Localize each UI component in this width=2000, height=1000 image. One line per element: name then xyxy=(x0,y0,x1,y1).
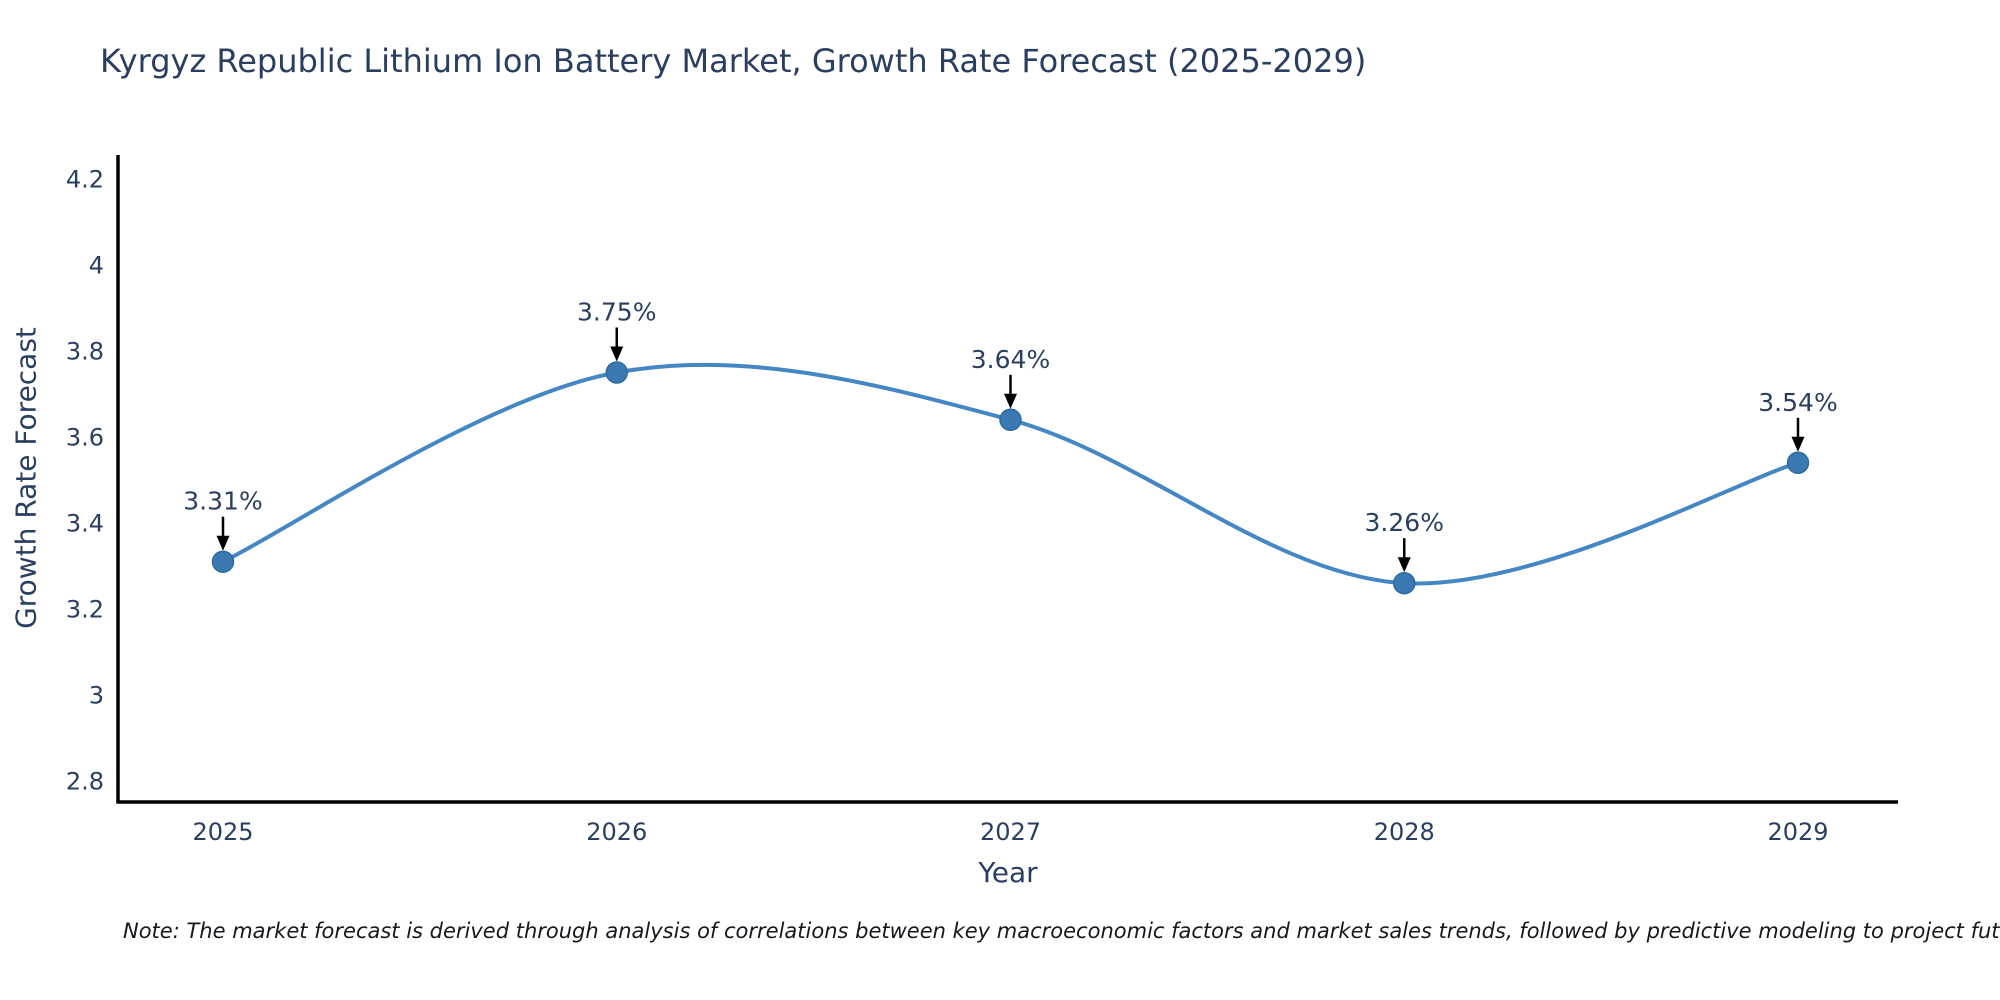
annotation-arrowhead xyxy=(1397,557,1411,573)
annotation-arrowhead xyxy=(1791,436,1805,452)
y-tick-label: 3 xyxy=(89,682,104,710)
axis-lines xyxy=(116,155,1898,804)
point-value-label: 3.54% xyxy=(1758,388,1837,417)
annotation-arrowhead xyxy=(1004,393,1017,409)
y-tick-label: 3.4 xyxy=(66,510,104,538)
y-tick-label: 2.8 xyxy=(66,768,104,796)
point-value-label: 3.75% xyxy=(577,298,656,327)
x-tick-label: 2028 xyxy=(1374,818,1435,846)
x-tick-label: 2026 xyxy=(586,818,647,846)
x-axis-title: Year xyxy=(978,856,1038,889)
data-point-2029[interactable] xyxy=(1786,451,1810,475)
y-tick-label: 4 xyxy=(89,252,104,280)
data-point-2026[interactable] xyxy=(605,361,628,384)
data-point-2025[interactable] xyxy=(211,550,235,573)
footnote: Note: The market forecast is derived thr… xyxy=(123,919,2000,943)
point-value-label: 3.26% xyxy=(1365,508,1444,537)
point-value-label: 3.64% xyxy=(971,345,1050,374)
x-tick-label: 2029 xyxy=(1767,818,1828,846)
data-point-2028[interactable] xyxy=(1393,571,1416,595)
annotation-arrowhead xyxy=(216,535,230,551)
data-point-2027[interactable] xyxy=(999,408,1022,432)
y-tick-label: 4.2 xyxy=(66,166,104,194)
x-tick-label: 2025 xyxy=(192,818,253,846)
point-value-label: 3.31% xyxy=(183,487,262,516)
x-tick-label: 2027 xyxy=(980,818,1041,846)
y-tick-label: 3.2 xyxy=(66,596,104,624)
annotation-arrowhead xyxy=(610,346,624,362)
chart-title: Kyrgyz Republic Lithium Ion Battery Mark… xyxy=(100,42,1367,80)
y-tick-label: 3.8 xyxy=(66,338,104,366)
y-tick-label: 3.6 xyxy=(66,424,104,452)
